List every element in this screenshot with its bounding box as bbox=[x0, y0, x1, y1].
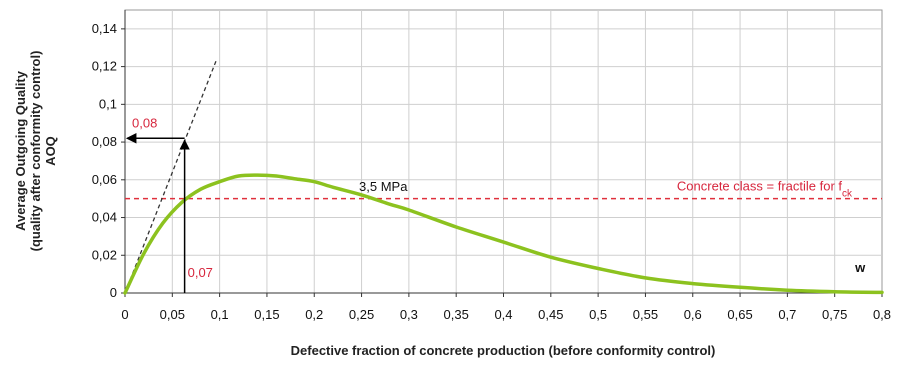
x-axis-title: Defective fraction of concrete productio… bbox=[291, 343, 716, 358]
y-axis-title-line-1: Average Outgoing Quality bbox=[13, 70, 28, 231]
y-axis-title-line-3: AOQ bbox=[43, 136, 58, 166]
x-tick-label: 0,45 bbox=[538, 307, 563, 322]
x-arrow-label: 0,07 bbox=[188, 265, 213, 280]
reference-label-subscript: ck bbox=[842, 188, 853, 199]
x-tick-label: 0,15 bbox=[254, 307, 279, 322]
x-tick-label: 0,65 bbox=[727, 307, 752, 322]
series-group bbox=[123, 173, 884, 295]
x-tick-label: 0,1 bbox=[211, 307, 229, 322]
x-tick-label: 0,6 bbox=[684, 307, 702, 322]
x-tick-label: 0 bbox=[121, 307, 128, 322]
x-tick-label: 0,3 bbox=[400, 307, 418, 322]
x-tick-label: 0,2 bbox=[305, 307, 323, 322]
aoq-curve bbox=[123, 173, 884, 295]
reference-label-main: Concrete class = fractile for f bbox=[677, 179, 842, 194]
x-tick-label: 0,8 bbox=[873, 307, 891, 322]
y-tick-label: 0,06 bbox=[92, 172, 117, 187]
y-tick-labels: 0 0,02 0,04 0,06 0,08 0,1 0,12 0,14 bbox=[92, 21, 125, 300]
x-tick-label: 0,7 bbox=[778, 307, 796, 322]
x-tick-label: 0,55 bbox=[633, 307, 658, 322]
x-tick-label: 0,35 bbox=[444, 307, 469, 322]
y-axis-title: Average Outgoing Quality (quality after … bbox=[13, 51, 58, 252]
y-tick-label: 0,1 bbox=[99, 96, 117, 111]
y-tick-label: 0,04 bbox=[92, 210, 117, 225]
x-tick-label: 0,25 bbox=[349, 307, 374, 322]
y-tick-label: 0,12 bbox=[92, 59, 117, 74]
y-arrow-label: 0,08 bbox=[132, 115, 157, 130]
x-tick-label: 0,5 bbox=[589, 307, 607, 322]
x-tick-labels: 0 0,05 0,1 0,15 0,2 0,25 0,3 0,35 0,4 0,45 0,5 0,55… bbox=[121, 293, 891, 322]
y-tick-label: 0 bbox=[110, 285, 117, 300]
reference-line-label: Concrete class = fractile for fck bbox=[677, 179, 853, 200]
y-tick-label: 0,14 bbox=[92, 21, 117, 36]
curve-label: 3,5 MPa bbox=[359, 179, 408, 194]
x-tick-label: 0,4 bbox=[494, 307, 512, 322]
x-tick-label: 0,05 bbox=[160, 307, 185, 322]
y-axis-title-line-2: (quality after conformity control) bbox=[28, 51, 43, 252]
annotations-group: 0,08 0,07 3,5 MPa w Concrete class = fra… bbox=[125, 115, 866, 293]
grid bbox=[124, 10, 882, 294]
y-tick-label: 0,08 bbox=[92, 134, 117, 149]
x-tick-label: 0,75 bbox=[822, 307, 847, 322]
y-tick-label: 0,02 bbox=[92, 247, 117, 262]
corner-label: w bbox=[854, 260, 866, 275]
